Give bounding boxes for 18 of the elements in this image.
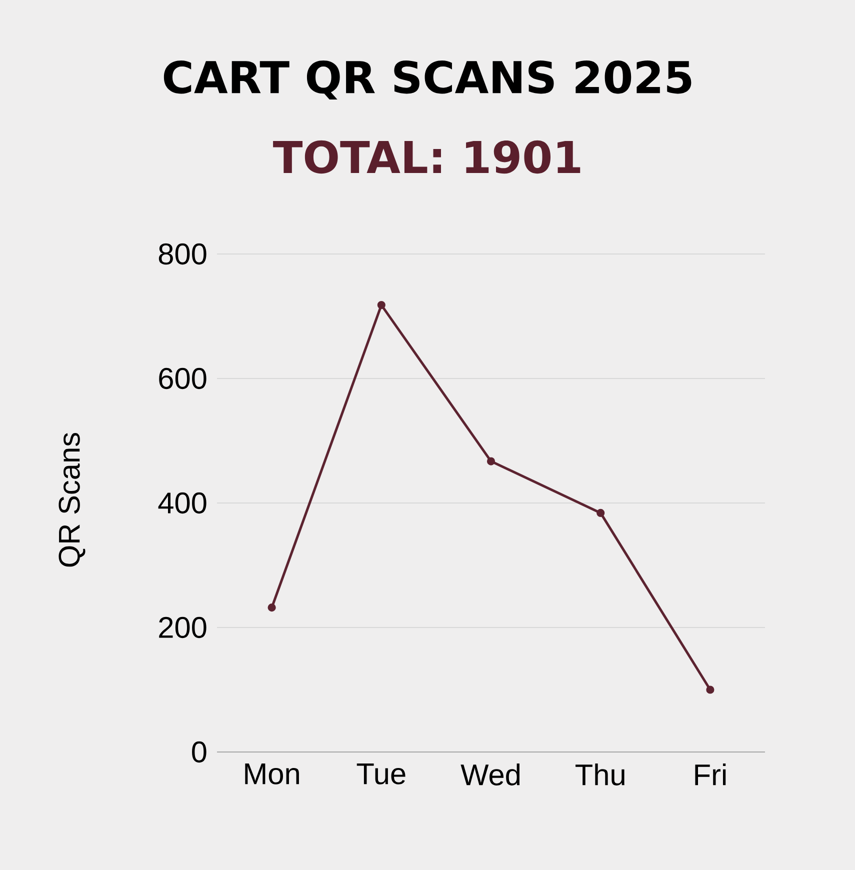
point xyxy=(596,508,605,517)
y-tick-label: 0 xyxy=(192,741,206,763)
point xyxy=(268,604,276,612)
y-tick-label: 200 xyxy=(159,616,206,638)
x-tick-label: Tue xyxy=(356,764,406,784)
y-tick-label: 800 xyxy=(158,243,206,265)
y-tick-label: 400 xyxy=(158,492,206,514)
x-tick-label: Wed xyxy=(460,764,520,786)
y-tick-label: 600 xyxy=(159,368,206,390)
point xyxy=(486,457,496,466)
x-tick-label: Thu xyxy=(576,764,624,786)
point xyxy=(706,686,714,694)
x-tick-label: Fri xyxy=(695,764,726,786)
x-tick-label: Mon xyxy=(245,764,299,784)
chart-subtitle: TOTAL: 1901 xyxy=(273,140,580,174)
chart-title: CART QR SCANS 2025 xyxy=(164,60,692,100)
y-axis-title: QR Scans xyxy=(58,433,86,567)
point xyxy=(377,300,386,310)
